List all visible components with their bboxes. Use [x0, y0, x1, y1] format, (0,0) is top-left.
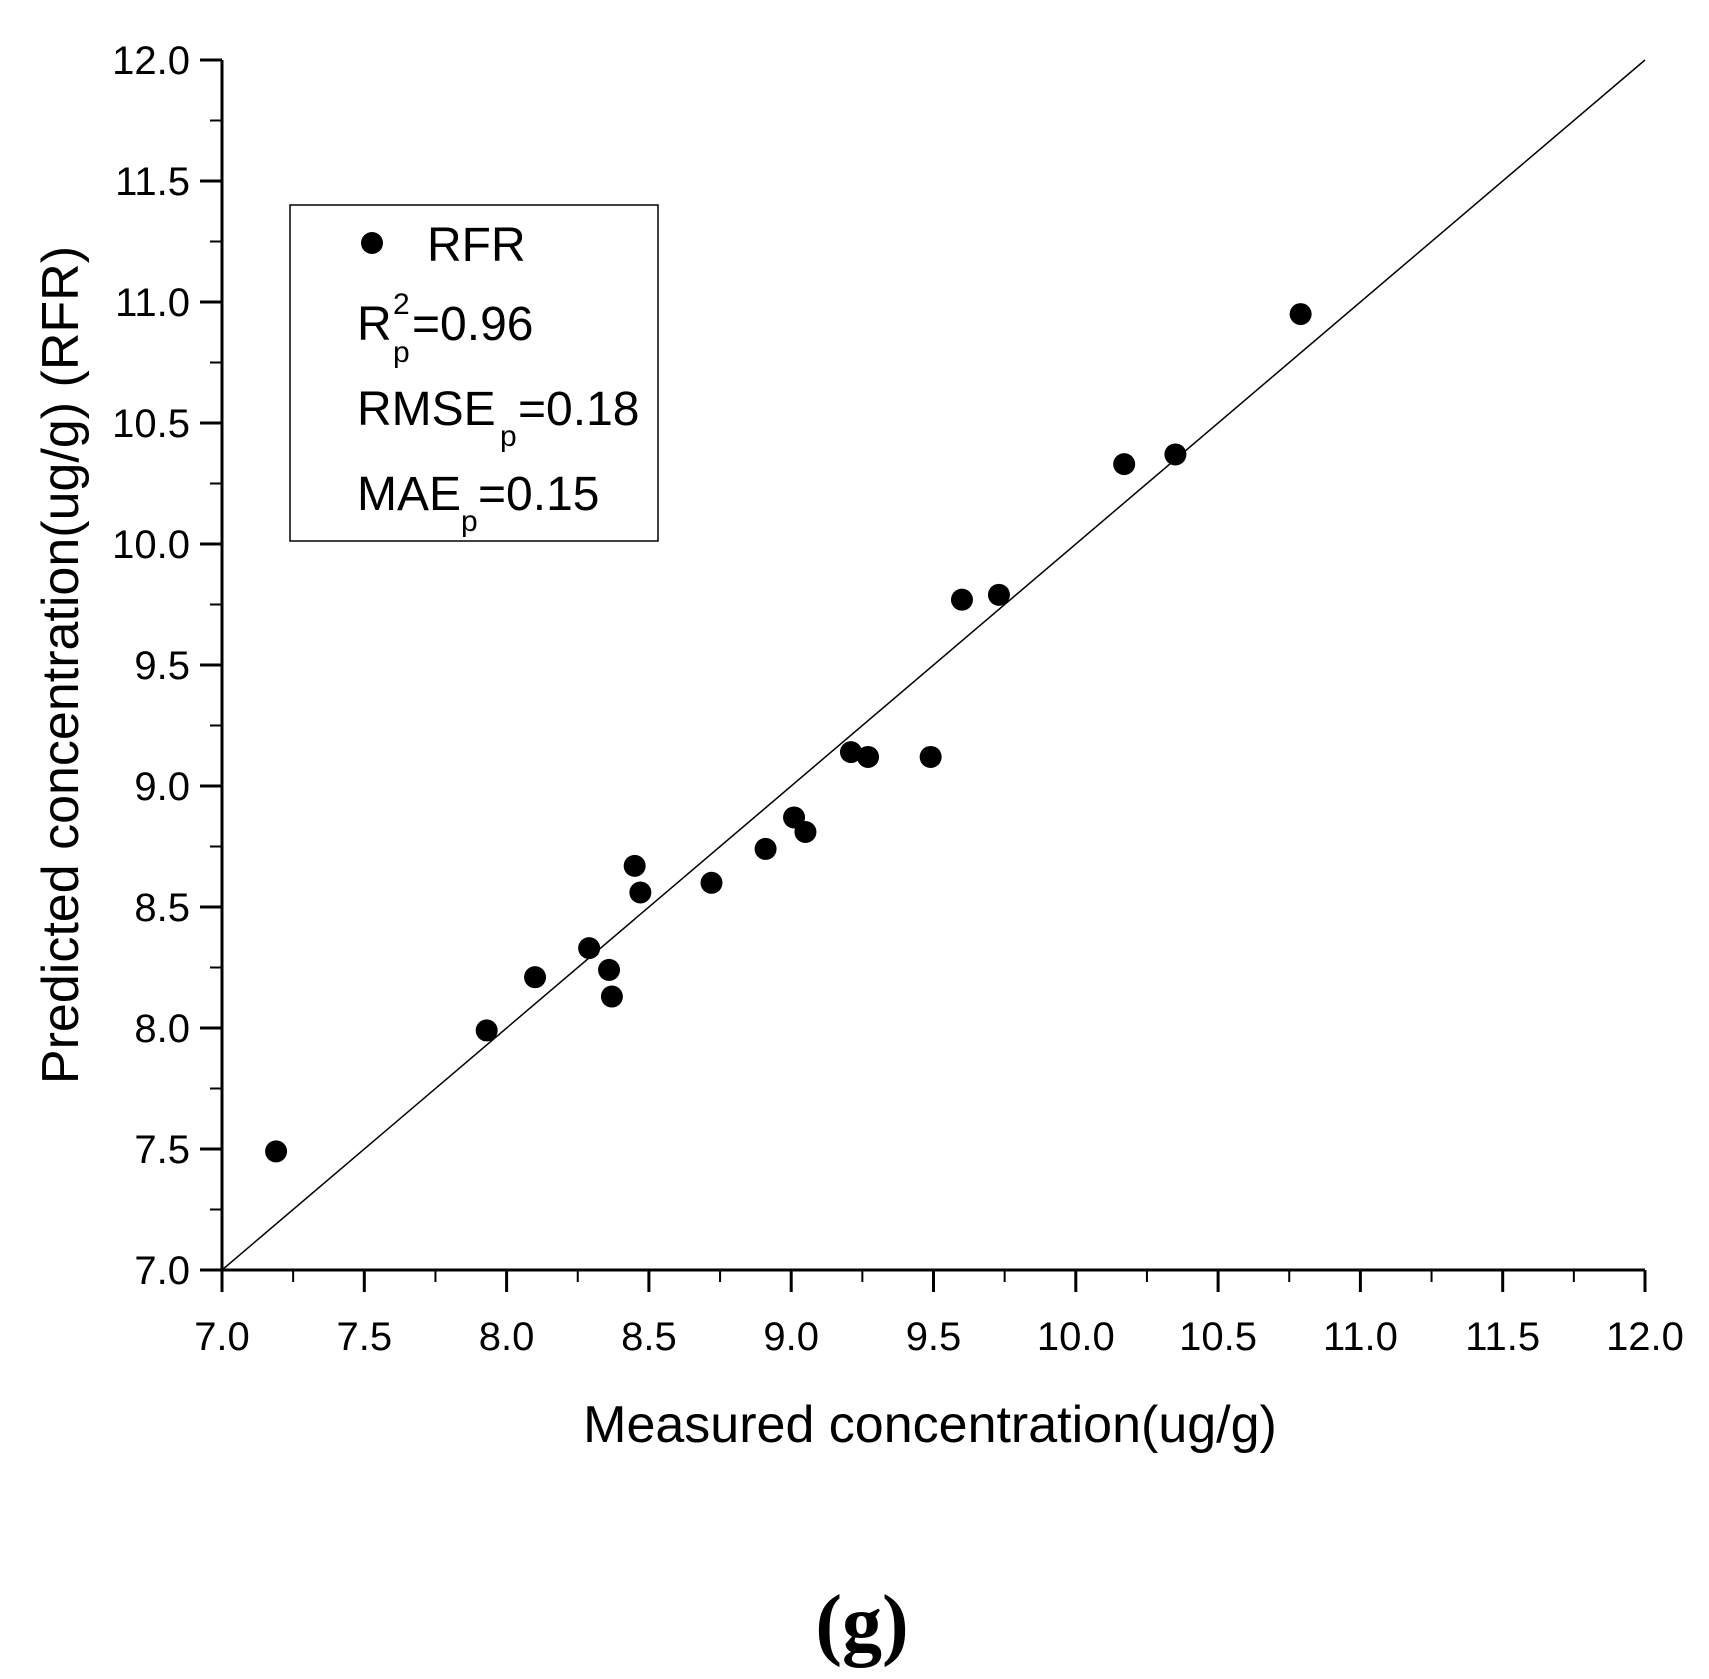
- y-tick-label: 8.5: [134, 886, 190, 930]
- y-tick-label: 11.0: [115, 281, 190, 325]
- data-points: [265, 303, 1312, 1163]
- y-tick-label: 9.5: [134, 644, 190, 688]
- x-tick-label: 8.5: [621, 1315, 677, 1359]
- y-axis-title: Predicted concentration(ug/g) (RFR): [32, 246, 90, 1084]
- data-point: [600, 985, 623, 1008]
- data-point: [598, 958, 621, 981]
- y-tick-label: 7.0: [134, 1249, 190, 1293]
- legend-series-label: RFR: [427, 219, 526, 272]
- x-tick-label: 9.5: [906, 1315, 962, 1359]
- y-tick-label: 11.5: [115, 160, 190, 204]
- data-point: [1113, 453, 1136, 476]
- x-tick-label: 7.0: [194, 1315, 250, 1359]
- data-point: [623, 854, 646, 877]
- x-tick-label: 11.5: [1465, 1315, 1540, 1359]
- data-point: [839, 741, 862, 764]
- legend-r2-label: R: [357, 298, 392, 351]
- data-point: [265, 1140, 288, 1163]
- data-point: [987, 583, 1010, 606]
- data-point: [1164, 443, 1187, 466]
- y-tick-label: 12.0: [112, 39, 190, 83]
- legend: RFR R 2 p =0.96 RMSE p =0.18 MAE p =0.15: [289, 204, 659, 542]
- legend-box: [289, 204, 659, 542]
- data-point: [578, 937, 601, 960]
- x-tick-label: 9.0: [763, 1315, 819, 1359]
- legend-rmse-value: =0.18: [518, 383, 639, 436]
- x-tick-label: 12.0: [1606, 1315, 1684, 1359]
- panel-label: (g): [815, 1580, 908, 1668]
- data-point: [700, 871, 723, 894]
- y-tick-label: 9.0: [134, 765, 190, 809]
- y-tick-label: 7.5: [134, 1128, 190, 1172]
- data-point: [794, 820, 817, 843]
- y-tick-label: 10.0: [112, 523, 190, 567]
- x-tick-label: 7.5: [336, 1315, 392, 1359]
- data-point: [1289, 303, 1312, 326]
- data-point: [919, 745, 942, 768]
- x-tick-label: 10.5: [1179, 1315, 1257, 1359]
- legend-r2-value: =0.96: [412, 298, 533, 351]
- data-point: [754, 837, 777, 860]
- y-tick-label: 8.0: [134, 1007, 190, 1051]
- data-point: [475, 1019, 498, 1042]
- legend-rmse-label: RMSE: [357, 383, 496, 436]
- data-point: [629, 881, 652, 904]
- data-point: [524, 966, 547, 989]
- data-point: [950, 588, 973, 611]
- legend-rmse-sub: p: [500, 420, 517, 453]
- legend-mae-sub: p: [461, 505, 478, 538]
- legend-mae-value: =0.15: [478, 468, 599, 521]
- x-tick-label: 8.0: [479, 1315, 535, 1359]
- x-axis-ticks: 7.0 7.5 8.0 8.5 9.0 9.5 10.0 10.5 11.0 11.5 12.0: [194, 1270, 1684, 1359]
- legend-r2-sub: p: [393, 336, 410, 369]
- y-tick-label: 10.5: [112, 402, 190, 446]
- x-tick-label: 11.0: [1323, 1315, 1398, 1359]
- legend-marker: [361, 232, 383, 254]
- reference-line: [221, 59, 1646, 1271]
- legend-mae-label: MAE: [357, 468, 461, 521]
- legend-r2-sup: 2: [393, 288, 410, 321]
- x-axis-title: Measured concentration(ug/g): [583, 1396, 1277, 1454]
- x-tick-label: 10.0: [1037, 1315, 1115, 1359]
- data-point: [857, 745, 880, 768]
- y-axis-ticks: 7.0 7.5 8.0 8.5 9.0 9.5 10.0 10.5 11.0 11.5 12.0: [112, 39, 222, 1293]
